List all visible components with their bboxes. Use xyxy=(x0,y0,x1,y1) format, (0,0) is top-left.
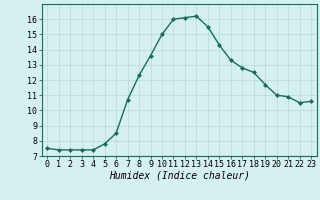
X-axis label: Humidex (Indice chaleur): Humidex (Indice chaleur) xyxy=(109,171,250,181)
